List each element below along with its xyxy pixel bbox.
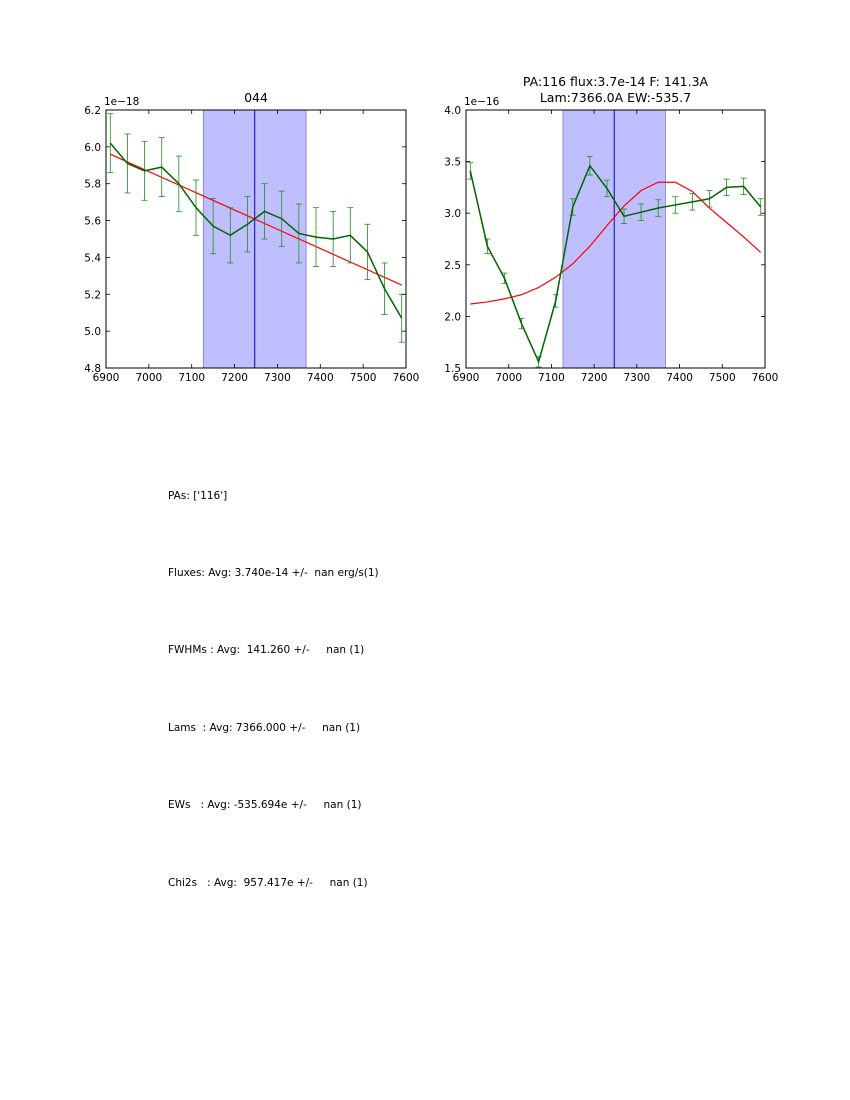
x-tick-label: 6900 [453, 372, 480, 384]
y-tick-label: 3.5 [444, 157, 461, 169]
chart-2: 6900 7000 7100 7200 7300 7400 7500 7600 1.5 2.0 2.… [444, 74, 778, 384]
y-tick-label: 5.8 [84, 179, 101, 191]
chart-title: 044 [244, 90, 268, 105]
y-exponent-label: 1e−18 [104, 96, 139, 108]
fit-statistics: PAs: ['116'] Fluxes: Avg: 3.740e-14 +/- … [168, 432, 379, 922]
y-tick-label: 6.0 [84, 142, 101, 154]
data-line [469, 164, 762, 365]
x-tick-label: 7000 [135, 372, 162, 384]
y-tick-label: 4.8 [84, 363, 101, 375]
chart-title: PA:116 flux:3.7e-14 F: 141.3A [523, 74, 709, 89]
stats-chi2s: Chi2s : Avg: 957.417e +/- nan (1) [168, 876, 368, 889]
y-tick-label: 5.2 [84, 289, 101, 301]
y-tick-label: 5.4 [84, 252, 101, 264]
x-tick-label: 7500 [709, 372, 736, 384]
x-tick-label: 7400 [307, 372, 334, 384]
x-tick-label: 7600 [752, 372, 779, 384]
x-tick-label: 7600 [393, 372, 420, 384]
y-tick-label: 5.0 [84, 326, 101, 338]
chart-title: Lam:7366.0A EW:-535.7 [540, 90, 691, 105]
model-line [470, 181, 762, 305]
y-tick-label: 2.0 [444, 311, 461, 323]
x-tick-label: 7100 [178, 372, 205, 384]
y-tick-label: 1.5 [444, 363, 461, 375]
x-tick-label: 7200 [581, 372, 608, 384]
y-exponent-label: 1e−16 [464, 96, 500, 108]
x-tick-label: 7000 [495, 372, 522, 384]
y-tick-label: 4.0 [444, 105, 461, 117]
stats-pas: PAs: ['116'] [168, 489, 228, 502]
stats-fluxes: Fluxes: Avg: 3.740e-14 +/- nan erg/s(1) [168, 566, 379, 579]
stats-ews: EWs : Avg: -535.694e +/- nan (1) [168, 799, 362, 812]
y-tick-label: 6.2 [84, 105, 101, 117]
chart-1: 6900 7000 7100 7200 7300 7400 7500 7600 4.8 5.0 5.… [84, 90, 419, 384]
y-tick-label: 2.5 [444, 260, 461, 272]
plot-frame [105, 109, 407, 369]
plot-frame [465, 109, 766, 369]
x-tick-label: 7400 [666, 372, 693, 384]
x-tick-label: 7300 [623, 372, 650, 384]
x-tick-label: 7500 [350, 372, 377, 384]
x-tick-label: 7300 [264, 372, 291, 384]
stats-lams: Lams : Avg: 7366.000 +/- nan (1) [168, 721, 361, 734]
x-tick-label: 6900 [93, 372, 120, 384]
x-tick-label: 7100 [538, 372, 565, 384]
data-line [109, 142, 403, 319]
y-tick-label: 3.0 [444, 208, 461, 220]
x-tick-label: 7200 [221, 372, 248, 384]
stats-fwhms: FWHMs : Avg: 141.260 +/- nan (1) [168, 644, 365, 657]
y-tick-label: 5.6 [84, 216, 101, 228]
